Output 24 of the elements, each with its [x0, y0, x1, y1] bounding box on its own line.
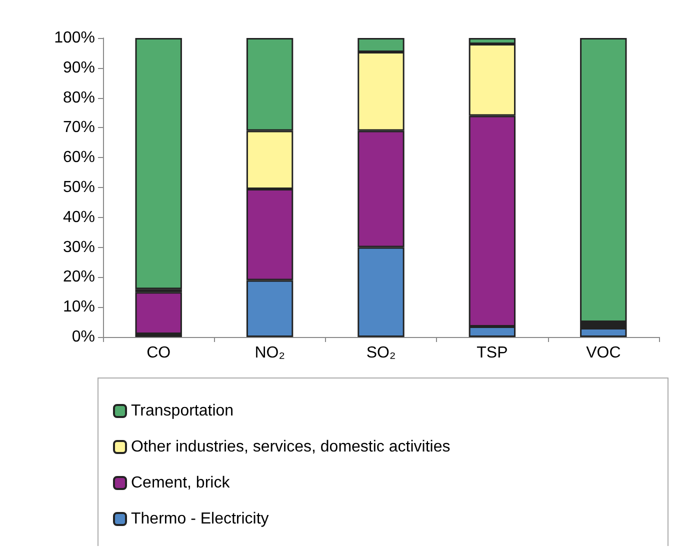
y-tick-label: 30%	[62, 238, 95, 256]
x-tick-label: NO₂	[254, 344, 285, 362]
bar	[135, 38, 182, 290]
y-tick-label: 70%	[62, 119, 95, 136]
y-tick-label: 100%	[54, 30, 95, 46]
y-tick-label: 0%	[72, 328, 95, 346]
bar	[135, 292, 182, 334]
legend-label: Thermo - Electricity	[131, 510, 269, 528]
y-tick-label: 80%	[62, 89, 95, 106]
legend-label: Transportation	[131, 402, 234, 420]
y-tick-label: 50%	[62, 179, 95, 196]
legend-label: Other industries, services, domestic activities	[131, 438, 450, 456]
x-tick-label: VOC	[586, 344, 621, 362]
x-tick-label: CO	[146, 344, 171, 362]
y-tick-label: 10%	[62, 298, 95, 316]
x-tick-label: SO₂	[366, 344, 396, 362]
bar	[580, 38, 627, 322]
x-tick-label: TSP	[476, 344, 508, 362]
y-tick-label: 40%	[62, 208, 95, 226]
y-tick-label: 20%	[62, 268, 95, 286]
y-tick-label: 60%	[62, 149, 95, 166]
legend-label: Cement, brick	[131, 474, 231, 492]
bar	[580, 328, 627, 337]
y-tick-label: 90%	[62, 59, 95, 76]
